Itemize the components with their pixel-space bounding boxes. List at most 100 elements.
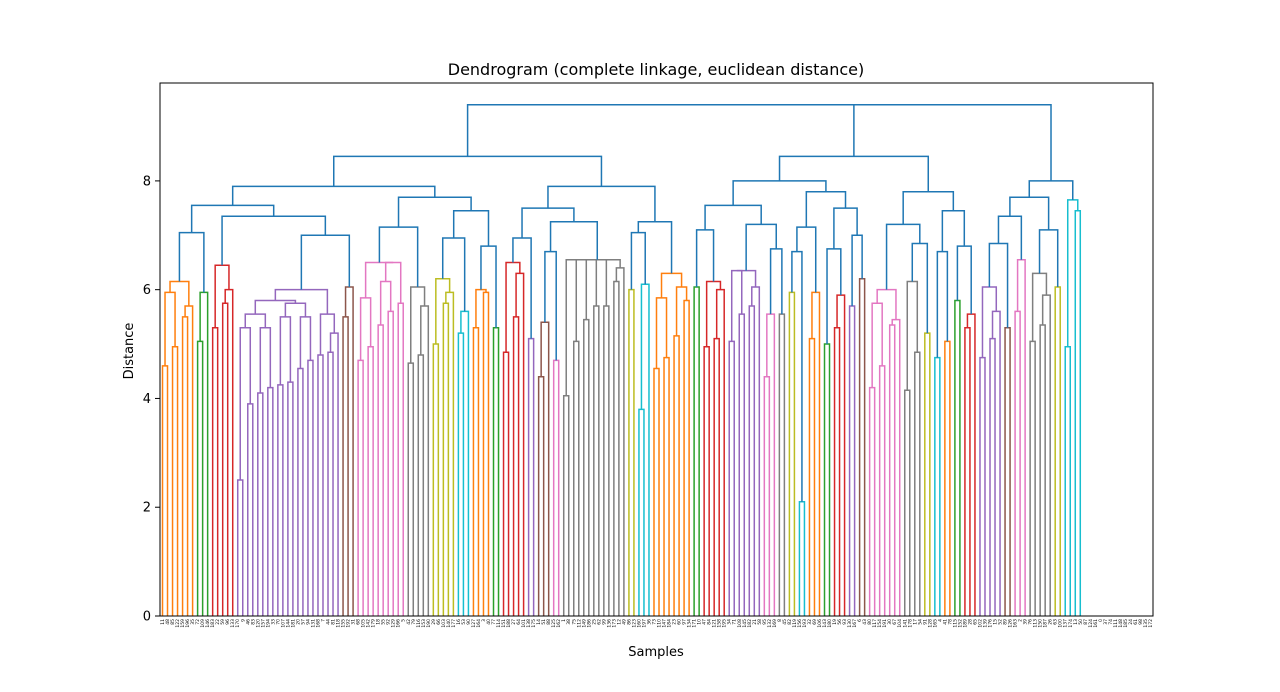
leaf-label-31: 168: [315, 619, 321, 628]
leaf-label-180: 137: [1063, 619, 1069, 628]
leaf-label-30: 131: [310, 619, 316, 628]
leaf-label-142: 117: [872, 619, 878, 628]
leaf-label-29: 94: [305, 619, 311, 625]
dendrogram-link-74: [605, 259, 621, 306]
leaf-label-110: 121: [712, 619, 718, 628]
leaf-label-160: 189: [962, 619, 968, 628]
leaf-label-169: 126: [1008, 619, 1014, 628]
leaf-label-56: 103: [441, 619, 447, 628]
dendrogram-links: [161, 104, 1082, 616]
leaf-label-111: 158: [717, 619, 723, 628]
leaf-label-184: 87: [1083, 619, 1089, 625]
leaf-label-158: 115: [952, 619, 958, 628]
leaf-label-126: 119: [792, 619, 798, 628]
leaf-label-115: 108: [737, 619, 743, 628]
leaf-label-173: 76: [1028, 619, 1034, 625]
leaf-label-165: 176: [988, 619, 994, 628]
leaf-label-6: 35: [190, 619, 196, 625]
leaf-label-145: 30: [887, 619, 893, 625]
leaf-label-114: 71: [732, 619, 738, 625]
leaf-label-87: 62: [596, 619, 602, 625]
leaf-label-45: 92: [386, 619, 392, 625]
leaf-label-86: 25: [591, 619, 597, 625]
leaf-label-12: 59: [220, 619, 226, 625]
leaf-label-52: 153: [421, 619, 427, 628]
leaf-label-4: 159: [180, 619, 186, 628]
leaf-label-154: 165: [932, 619, 938, 628]
leaf-label-137: 130: [847, 619, 853, 628]
leaf-label-195: 98: [1138, 619, 1144, 625]
leaf-label-47: 166: [396, 619, 402, 628]
leaf-label-123: 8: [777, 619, 783, 622]
leaf-label-136: 93: [842, 619, 848, 625]
leaf-label-190: 111: [1113, 619, 1119, 628]
leaf-label-95: 160: [636, 619, 642, 628]
leaf-label-72: 101: [521, 619, 527, 628]
leaf-label-23: 70: [275, 619, 281, 625]
leaf-label-60: 53: [461, 619, 467, 625]
leaf-label-176: 187: [1043, 619, 1049, 628]
leaf-label-196: 135: [1143, 619, 1149, 628]
leaf-label-108: 47: [702, 619, 708, 625]
leaf-label-168: 89: [1003, 619, 1009, 625]
leaf-label-74: 175: [531, 619, 537, 628]
leaf-label-19: 120: [255, 619, 261, 628]
leaf-label-150: 17: [912, 619, 918, 625]
leaf-label-51: 116: [416, 619, 422, 628]
leaf-label-32: 7: [320, 619, 326, 622]
y-tick-label-4: 8: [143, 174, 151, 189]
leaf-label-1: 48: [165, 619, 171, 625]
leaf-label-189: 74: [1108, 619, 1114, 625]
leaf-label-34: 81: [331, 619, 337, 625]
leaf-label-138: 167: [852, 619, 858, 628]
leaf-label-84: 149: [581, 619, 587, 628]
leaf-label-61: 90: [466, 619, 472, 625]
leaf-label-79: 162: [556, 619, 562, 628]
leaf-label-161: 28: [967, 619, 973, 625]
leaf-label-113: 34: [727, 619, 733, 625]
leaf-label-42: 179: [371, 619, 377, 628]
leaf-label-130: 69: [812, 619, 818, 625]
x-axis-label: Samples: [628, 645, 684, 660]
leaf-label-131: 106: [817, 619, 823, 628]
leaf-label-83: 112: [576, 619, 582, 628]
leaf-label-147: 104: [897, 619, 903, 628]
leaf-label-7: 72: [195, 619, 201, 625]
leaf-label-155: 4: [937, 619, 943, 622]
leaf-label-11: 22: [215, 619, 221, 625]
leaf-label-139: 6: [857, 619, 863, 622]
leaf-labels: 11 48 85 122 159 196 35 72 109 146 183 22 59 96 133 170…: [160, 619, 1154, 628]
dendrogram-link-182: [466, 104, 953, 157]
leaf-label-102: 23: [672, 619, 678, 625]
leaf-label-20: 157: [260, 619, 266, 628]
leaf-label-170: 163: [1013, 619, 1019, 628]
leaf-label-127: 156: [797, 619, 803, 628]
leaf-label-129: 32: [807, 619, 813, 625]
leaf-label-188: 37: [1103, 619, 1109, 625]
leaf-label-141: 80: [867, 619, 873, 625]
leaf-label-177: 26: [1048, 619, 1054, 625]
dendrogram-link-41: [384, 261, 402, 304]
leaf-label-8: 109: [200, 619, 206, 628]
y-tick-label-3: 6: [143, 283, 151, 298]
leaf-label-98: 73: [651, 619, 657, 625]
leaf-label-122: 169: [772, 619, 778, 628]
leaf-label-85: 186: [586, 619, 592, 628]
leaf-label-82: 75: [571, 619, 577, 625]
leaf-label-88: 99: [601, 619, 607, 625]
leaf-label-16: 9: [240, 619, 246, 622]
leaf-label-36: 155: [341, 619, 347, 628]
leaf-label-163: 102: [977, 619, 983, 628]
leaf-label-146: 67: [892, 619, 898, 625]
leaf-label-105: 134: [687, 619, 693, 628]
leaf-label-50: 79: [411, 619, 417, 625]
leaf-label-109: 84: [707, 619, 713, 625]
leaf-label-57: 140: [446, 619, 452, 628]
leaf-label-89: 136: [606, 619, 612, 628]
leaf-label-46: 129: [391, 619, 397, 628]
leaf-label-55: 66: [436, 619, 442, 625]
leaf-label-144: 191: [882, 619, 888, 628]
leaf-label-41: 142: [366, 619, 372, 628]
leaf-label-15: 170: [235, 619, 241, 628]
